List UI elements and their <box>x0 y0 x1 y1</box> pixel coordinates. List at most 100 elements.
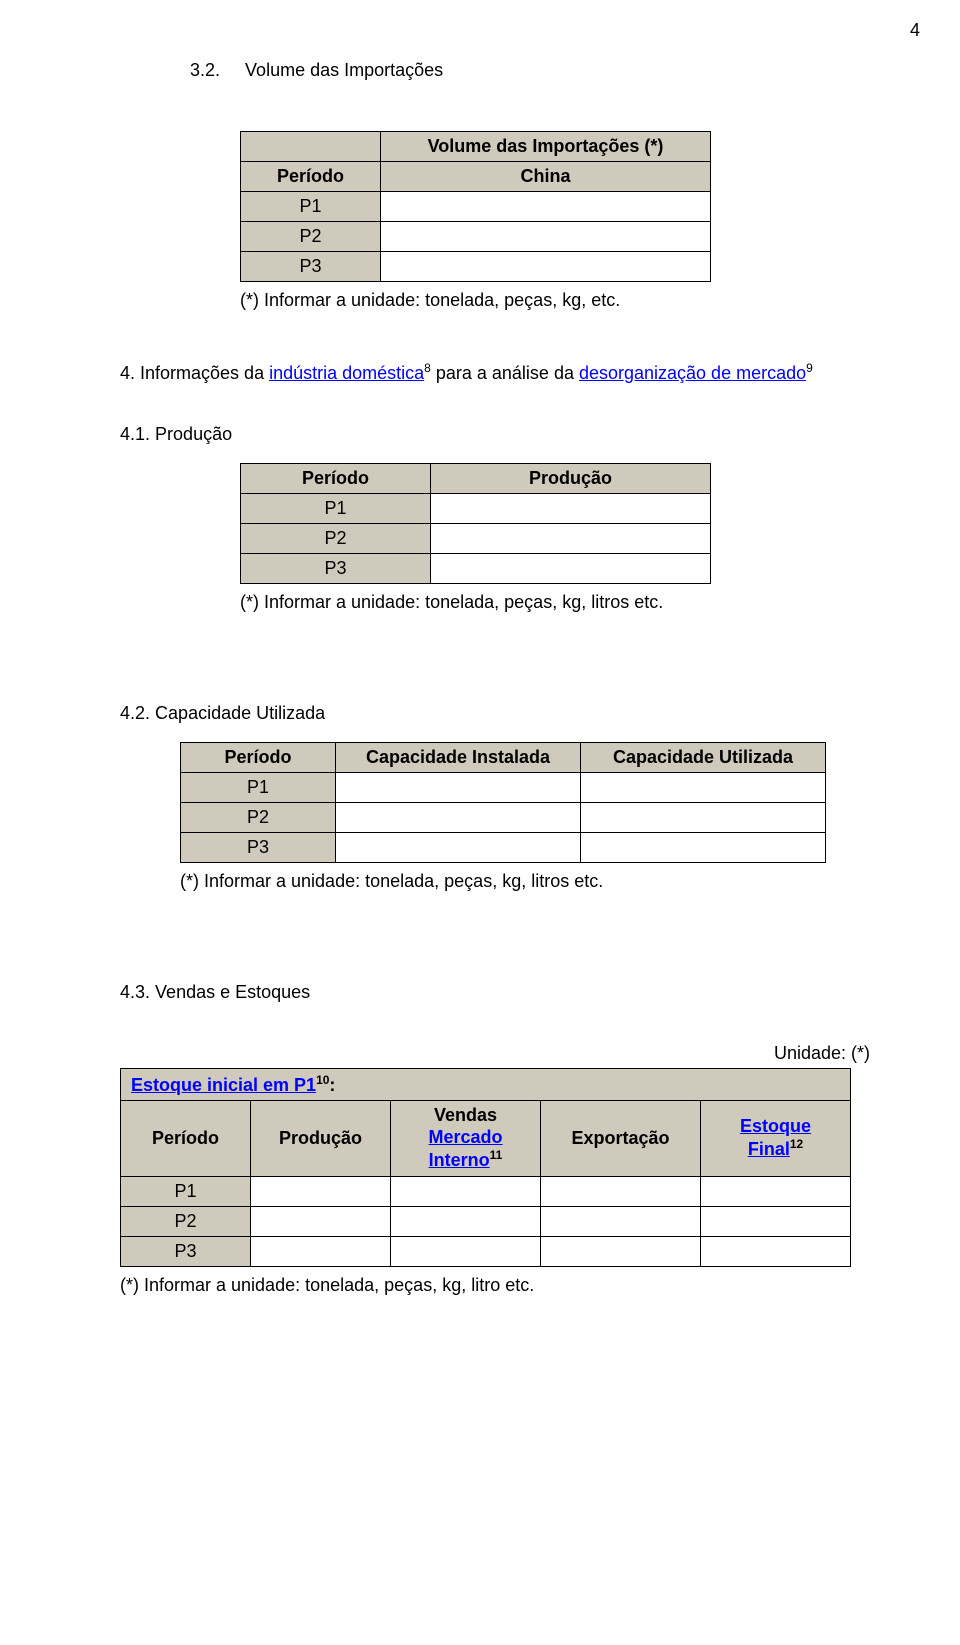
cell <box>391 1176 541 1206</box>
heading-4-3-number: 4.3. <box>120 982 150 1002</box>
heading-4-prefix: 4. Informações da <box>120 363 269 383</box>
row-label: P2 <box>241 524 431 554</box>
link-estoque-inicial[interactable]: Estoque inicial em P1 <box>131 1075 316 1095</box>
sup-11: 11 <box>490 1148 503 1162</box>
table-row: P3 <box>181 833 826 863</box>
heading-4: 4. Informações da indústria doméstica8 p… <box>120 361 870 384</box>
vendas-label: Vendas <box>434 1105 497 1125</box>
heading-4-2: 4.2. Capacidade Utilizada <box>120 703 870 724</box>
col-header-exportacao: Exportação <box>541 1101 701 1177</box>
col-header-cap-instalada: Capacidade Instalada <box>336 743 581 773</box>
table-volume-importacoes: Volume das Importações (*) Período China… <box>240 131 711 282</box>
cell <box>701 1176 851 1206</box>
table-title: Volume das Importações (*) <box>381 132 711 162</box>
heading-3-2: 3.2. Volume das Importações <box>120 60 870 81</box>
table-row: Período Produção <box>241 464 711 494</box>
cell <box>336 833 581 863</box>
table-row: Período Capacidade Instalada Capacidade … <box>181 743 826 773</box>
table-producao: Período Produção P1 P2 P3 <box>240 463 711 584</box>
heading-4-2-number: 4.2. <box>120 703 150 723</box>
cell <box>251 1236 391 1266</box>
sup-12: 12 <box>790 1137 803 1151</box>
row-label: P2 <box>181 803 336 833</box>
cell <box>251 1206 391 1236</box>
heading-4-1-title: Produção <box>155 424 232 444</box>
cell <box>581 773 826 803</box>
row-label: P3 <box>241 252 381 282</box>
table-row: P3 <box>241 252 711 282</box>
link-desorganizacao-mercado[interactable]: desorganização de mercado <box>579 363 806 383</box>
cell <box>391 1206 541 1236</box>
table-row: P3 <box>121 1236 851 1266</box>
cell <box>336 803 581 833</box>
table-vendas-estoques: Estoque inicial em P110: Período Produçã… <box>120 1068 851 1267</box>
table-corner-blank <box>241 132 381 162</box>
table-row: P2 <box>121 1206 851 1236</box>
footnote-4-2: (*) Informar a unidade: tonelada, peças,… <box>180 871 870 892</box>
table-row: Período China <box>241 162 711 192</box>
table-row: P1 <box>241 192 711 222</box>
col-header-periodo: Período <box>121 1101 251 1177</box>
heading-4-mid: para a análise da <box>431 363 579 383</box>
cell <box>391 1236 541 1266</box>
sup-10: 10 <box>316 1073 329 1087</box>
row-label: P1 <box>241 494 431 524</box>
cell <box>431 554 711 584</box>
sup-9: 9 <box>806 361 813 375</box>
cell <box>541 1176 701 1206</box>
col-header-producao: Produção <box>251 1101 391 1177</box>
col-header-cap-utilizada: Capacidade Utilizada <box>581 743 826 773</box>
table-row: P2 <box>241 222 711 252</box>
cell <box>381 252 711 282</box>
row-label: P3 <box>121 1236 251 1266</box>
col-header-china: China <box>381 162 711 192</box>
table-row: P3 <box>241 554 711 584</box>
cell <box>381 192 711 222</box>
cell <box>581 803 826 833</box>
heading-3-2-title: Volume das Importações <box>245 60 443 80</box>
row-label: P3 <box>181 833 336 863</box>
cell <box>541 1236 701 1266</box>
cell <box>336 773 581 803</box>
table-row: P2 <box>241 524 711 554</box>
unit-label: Unidade: (*) <box>120 1043 870 1064</box>
col-header-periodo: Período <box>241 464 431 494</box>
row-label: P2 <box>121 1206 251 1236</box>
heading-4-3: 4.3. Vendas e Estoques <box>120 982 870 1003</box>
table-row: Volume das Importações (*) <box>241 132 711 162</box>
col-header-producao: Produção <box>431 464 711 494</box>
table-capacidade: Período Capacidade Instalada Capacidade … <box>180 742 826 863</box>
cell <box>701 1206 851 1236</box>
cell <box>581 833 826 863</box>
sup-8: 8 <box>424 361 431 375</box>
cell <box>701 1236 851 1266</box>
col-header-estoque-final: Estoque Final12 <box>701 1101 851 1177</box>
estoque-inicial-header: Estoque inicial em P110: <box>121 1069 851 1101</box>
cell <box>381 222 711 252</box>
link-industria-domestica[interactable]: indústria doméstica <box>269 363 424 383</box>
table-row: P1 <box>121 1176 851 1206</box>
col-header-periodo: Período <box>241 162 381 192</box>
table-row: P2 <box>181 803 826 833</box>
heading-4-2-title: Capacidade Utilizada <box>155 703 325 723</box>
row-label: P1 <box>121 1176 251 1206</box>
table-row: P1 <box>181 773 826 803</box>
table-row: Estoque inicial em P110: <box>121 1069 851 1101</box>
heading-4-1-number: 4.1. <box>120 424 150 444</box>
table-row: P1 <box>241 494 711 524</box>
cell <box>541 1206 701 1236</box>
heading-4-1: 4.1. Produção <box>120 424 870 445</box>
table-row: Período Produção Vendas Mercado Interno1… <box>121 1101 851 1177</box>
footnote-3-2: (*) Informar a unidade: tonelada, peças,… <box>240 290 870 311</box>
row-label: P1 <box>241 192 381 222</box>
row-label: P3 <box>241 554 431 584</box>
page-number: 4 <box>910 20 920 41</box>
row-label: P2 <box>241 222 381 252</box>
heading-4-3-title: Vendas e Estoques <box>155 982 310 1002</box>
row-label: P1 <box>181 773 336 803</box>
footnote-4-1: (*) Informar a unidade: tonelada, peças,… <box>240 592 870 613</box>
cell <box>431 494 711 524</box>
footnote-4-3: (*) Informar a unidade: tonelada, peças,… <box>120 1275 870 1296</box>
heading-3-2-number: 3.2. <box>190 60 220 80</box>
cell <box>431 524 711 554</box>
